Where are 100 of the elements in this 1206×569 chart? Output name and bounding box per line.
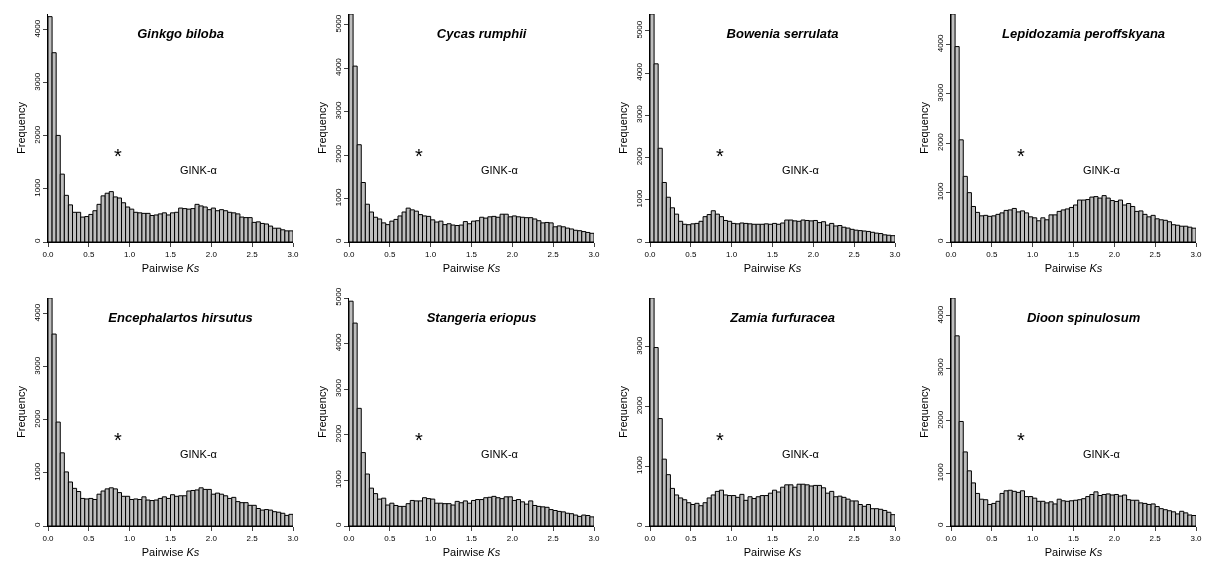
y-tick-label: 0 xyxy=(935,238,945,244)
y-tick-label: 2000 xyxy=(32,125,42,144)
y-tick-label: 1000 xyxy=(32,178,42,197)
y-tick-label: 2000 xyxy=(935,410,945,429)
y-tick-label: 5000 xyxy=(333,14,343,33)
text: Dioon spinulosum xyxy=(1026,309,1141,325)
y-tick-label: 4000 xyxy=(935,33,945,53)
x-tick-label: 2.0 xyxy=(807,249,820,259)
x-tick-label: 2.5 xyxy=(1149,249,1162,259)
text: Stangeria eriopus xyxy=(426,309,537,325)
y-axis-title: Frequency xyxy=(918,385,931,438)
y-tick-label: 0 xyxy=(32,522,42,528)
annotation: GINK-α xyxy=(180,448,218,460)
y-tick-label: 3000 xyxy=(935,357,945,377)
x-tick-label: 0.0 xyxy=(945,533,958,543)
y-tick-label: 1000 xyxy=(333,469,343,489)
x-tick-label: 1.0 xyxy=(726,533,738,543)
x-tick-label: 0.5 xyxy=(83,533,95,543)
y-tick-label: 2000 xyxy=(32,409,42,428)
x-tick-label: 3.0 xyxy=(1190,249,1203,259)
annotation: GINK-α xyxy=(180,164,218,176)
x-tick-label: 2.5 xyxy=(246,533,259,543)
y-tick-label: 5000 xyxy=(634,20,644,39)
x-tick-label: 0.0 xyxy=(644,249,657,259)
x-axis-title: Pairwise Ks xyxy=(1044,545,1103,558)
x-tick-label: 1.0 xyxy=(1027,249,1039,259)
y-tick-label: 4000 xyxy=(32,303,42,322)
x-tick-label: 3.0 xyxy=(287,249,300,259)
y-tick-label: 3000 xyxy=(32,356,42,375)
x-tick-label: 1.5 xyxy=(164,533,177,543)
y-tick-label: 4000 xyxy=(634,62,644,81)
x-tick-label: 1.5 xyxy=(164,249,177,259)
x-tick-label: 1.5 xyxy=(1067,533,1080,543)
y-tick-label: 0 xyxy=(333,238,343,244)
x-tick-label: 3.0 xyxy=(889,249,902,259)
annotation: * xyxy=(415,429,423,451)
x-tick-label: 0.5 xyxy=(384,533,396,543)
y-tick-label: 4000 xyxy=(333,57,343,76)
x-tick-label: 0.0 xyxy=(42,533,55,543)
annotation: GINK-α xyxy=(481,164,519,176)
y-tick-label: 3000 xyxy=(32,72,42,91)
y-tick-label: 0 xyxy=(634,522,644,528)
x-tick-label: 0.0 xyxy=(644,533,657,543)
x-tick-label: 0.0 xyxy=(343,533,356,543)
x-tick-label: 3.0 xyxy=(588,533,601,543)
x-axis-title: Pairwise Ks xyxy=(141,261,200,274)
y-axis-title: Frequency xyxy=(15,101,28,154)
text: Ginkgo biloba xyxy=(137,25,224,41)
y-tick-label: 4000 xyxy=(32,19,42,38)
x-tick-label: 1.5 xyxy=(465,533,478,543)
x-tick-label: 2.5 xyxy=(547,533,560,543)
x-tick-label: 2.5 xyxy=(848,533,861,543)
y-tick-label: 3000 xyxy=(935,83,945,102)
y-tick-label: 0 xyxy=(935,522,945,528)
text: Bowenia serrulata xyxy=(726,25,839,41)
x-tick-label: 0.5 xyxy=(986,533,998,543)
y-tick-label: 3000 xyxy=(333,101,343,120)
y-tick-label: 3000 xyxy=(634,336,644,355)
y-tick-label: 1000 xyxy=(333,187,343,207)
y-tick-label: 1000 xyxy=(634,189,644,208)
x-tick-label: 3.0 xyxy=(588,249,601,259)
y-tick-label: 2000 xyxy=(634,395,644,415)
y-axis-title: Frequency xyxy=(617,385,630,438)
text: Zamia furfuracea xyxy=(729,309,835,325)
annotation: GINK-α xyxy=(782,164,820,176)
x-tick-label: 2.0 xyxy=(1108,533,1121,543)
text: Lepidozamia peroffskyana xyxy=(1002,25,1166,41)
y-tick-label: 2000 xyxy=(935,132,945,151)
y-tick-label: 2000 xyxy=(333,144,343,163)
x-tick-label: 1.0 xyxy=(425,533,437,543)
x-tick-label: 0.0 xyxy=(42,249,55,259)
annotation: GINK-α xyxy=(1083,448,1121,460)
y-tick-label: 1000 xyxy=(32,462,42,481)
y-tick-label: 3000 xyxy=(333,378,343,397)
y-tick-label: 2000 xyxy=(333,424,343,443)
x-axis-title: Pairwise Ks xyxy=(743,545,802,558)
x-axis-title: Pairwise Ks xyxy=(141,545,200,558)
x-tick-label: 1.0 xyxy=(124,533,136,543)
y-tick-label: 0 xyxy=(634,238,644,244)
annotation: * xyxy=(415,145,423,167)
x-tick-label: 3.0 xyxy=(1190,533,1203,543)
annotation: * xyxy=(114,145,122,167)
y-tick-label: 1000 xyxy=(935,462,945,482)
annotation: * xyxy=(1017,429,1025,451)
text: Cycas rumphii xyxy=(436,25,527,41)
x-tick-label: 2.0 xyxy=(205,533,218,543)
annotation: * xyxy=(114,429,122,451)
x-tick-label: 0.5 xyxy=(986,249,998,259)
annotation: * xyxy=(716,145,724,167)
annotation: * xyxy=(716,429,724,451)
x-tick-label: 2.5 xyxy=(848,249,861,259)
x-axis-title: Pairwise Ks xyxy=(442,545,501,558)
y-tick-label: 0 xyxy=(333,522,343,528)
y-tick-label: 4000 xyxy=(935,305,945,324)
y-tick-label: 2000 xyxy=(634,146,644,166)
annotation: GINK-α xyxy=(1083,164,1121,176)
x-tick-label: 2.5 xyxy=(1149,533,1162,543)
x-axis-title: Pairwise Ks xyxy=(1044,261,1103,274)
y-tick-label: 4000 xyxy=(333,332,343,352)
x-tick-label: 0.0 xyxy=(343,249,356,259)
